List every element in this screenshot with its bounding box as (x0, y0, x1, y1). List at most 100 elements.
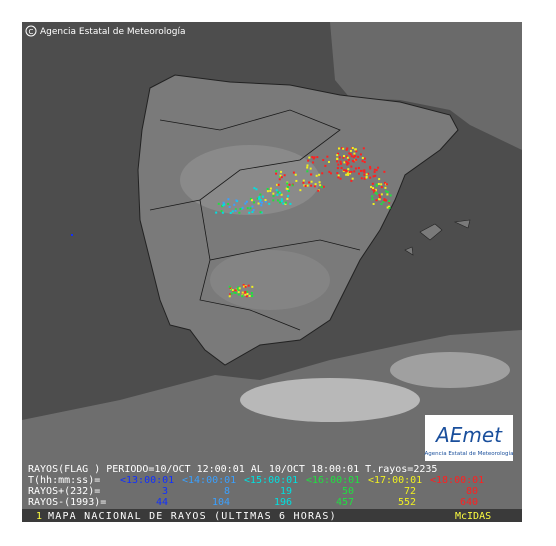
strike (251, 199, 254, 202)
strike (386, 206, 389, 209)
strike (266, 190, 269, 193)
strike (371, 182, 374, 185)
strike (256, 197, 259, 200)
negative-count: 640 (460, 497, 478, 508)
time-label: T(hh:mm:ss)= (28, 475, 100, 486)
strike (385, 183, 388, 186)
strike (245, 200, 248, 203)
strike (365, 173, 368, 176)
strike (244, 292, 247, 295)
strike (357, 172, 360, 175)
strike (351, 159, 354, 162)
strike (378, 194, 381, 197)
strike (380, 203, 383, 206)
strike (385, 190, 388, 193)
strike (222, 201, 225, 204)
legend: RAYOS(FLAG ) PERIODO=10/OCT 12:00:01 AL … (28, 464, 484, 508)
strike (367, 172, 370, 175)
strike (336, 167, 339, 170)
strike (244, 293, 247, 296)
strike (384, 186, 387, 189)
strike (388, 206, 391, 209)
negative-count: 196 (274, 497, 292, 508)
strike (229, 211, 232, 214)
strike (260, 204, 263, 207)
strike (359, 169, 362, 172)
positive-count: 72 (404, 486, 416, 497)
strike (350, 179, 353, 182)
time-interval: <15:00:01 (244, 475, 298, 486)
strike (337, 163, 340, 166)
strike (309, 167, 312, 170)
strike (272, 192, 275, 195)
strike (259, 211, 262, 214)
strike (272, 199, 275, 202)
strike (337, 152, 340, 155)
strike (215, 211, 218, 214)
strike (306, 166, 309, 169)
strike (246, 292, 249, 295)
strike (340, 162, 343, 165)
strike (375, 183, 378, 186)
strike (375, 169, 378, 172)
strike (233, 291, 236, 294)
strike (237, 289, 240, 292)
strike (355, 150, 358, 153)
strike (321, 172, 324, 175)
strike (276, 183, 279, 186)
atlas-east (390, 352, 510, 388)
strike (260, 211, 263, 214)
strike (283, 174, 286, 177)
strike (377, 182, 380, 185)
strike (264, 199, 267, 202)
strike (337, 147, 340, 150)
strike (349, 153, 352, 156)
strike (317, 189, 320, 192)
strike (259, 198, 262, 201)
strike (343, 161, 346, 164)
strike (269, 189, 272, 192)
strike (280, 170, 283, 173)
strike (373, 170, 376, 173)
strike (353, 170, 356, 173)
strike (280, 200, 283, 203)
strike (229, 286, 232, 289)
time-interval: <18:00:01 (430, 475, 484, 486)
copyright-icon (25, 25, 37, 37)
strike (355, 158, 358, 161)
strike (304, 185, 307, 188)
strike (343, 169, 346, 172)
strike (347, 162, 350, 165)
strike (338, 156, 341, 159)
strike (289, 202, 292, 205)
strike (276, 199, 279, 202)
strike (354, 148, 357, 151)
strike (354, 155, 357, 158)
strike (231, 210, 234, 213)
strike (346, 163, 349, 166)
strike (275, 189, 278, 192)
strike (237, 291, 240, 294)
lightning-strikes (71, 147, 392, 298)
strike (236, 287, 239, 290)
strike (255, 188, 258, 191)
strike (302, 181, 305, 184)
strike (235, 199, 238, 202)
atlas-mountains (240, 378, 420, 422)
time-interval: <17:00:01 (368, 475, 422, 486)
strike (279, 174, 282, 177)
strike (363, 157, 366, 160)
strike (318, 181, 321, 184)
strike (336, 154, 339, 157)
strike (380, 183, 383, 186)
strike (286, 182, 289, 185)
strike (230, 292, 233, 295)
strike (386, 191, 389, 194)
strike (302, 179, 305, 182)
strike (363, 169, 366, 172)
strike (244, 290, 247, 293)
strike (337, 176, 340, 179)
strike (377, 166, 380, 169)
strike (276, 193, 279, 196)
strike (246, 290, 249, 293)
